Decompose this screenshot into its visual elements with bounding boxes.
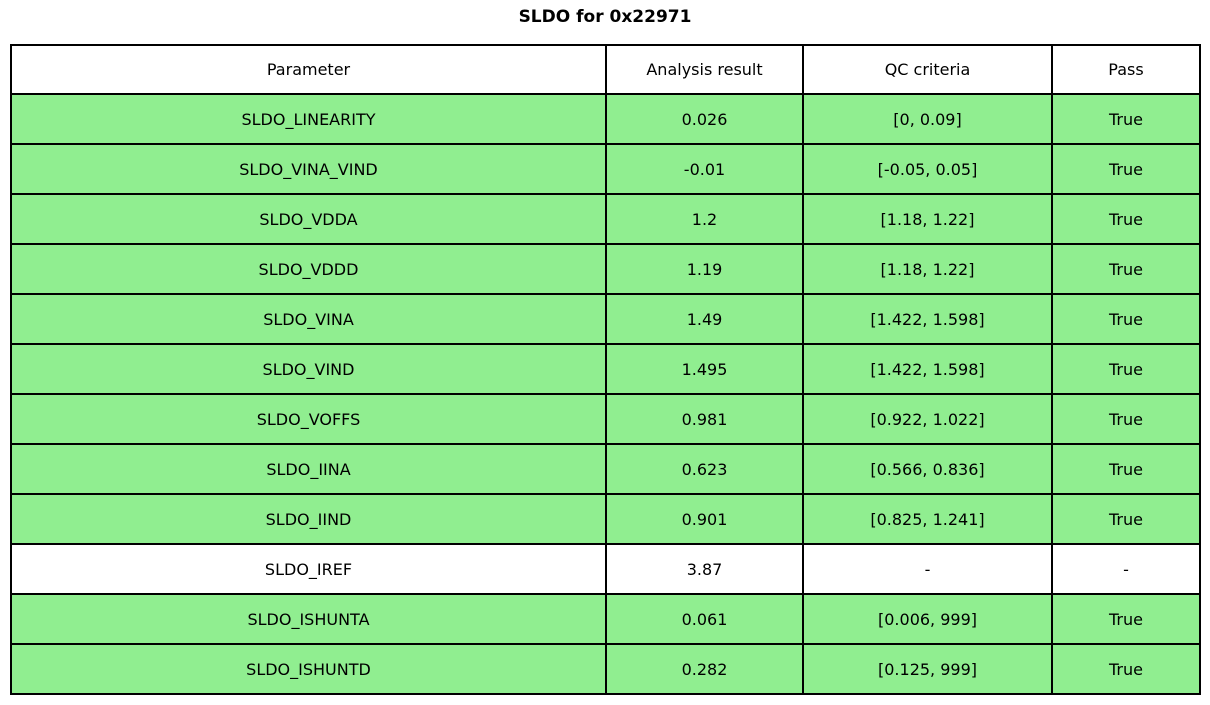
cell-qc-criteria: - [802,543,1053,595]
table-row: SLDO_VIND 1.495 [1.422, 1.598] True [10,343,1201,395]
cell-pass: True [1051,443,1201,495]
table-row: SLDO_IIND 0.901 [0.825, 1.241] True [10,493,1201,545]
col-header-pass: Pass [1051,44,1201,95]
cell-analysis-result: 1.19 [605,243,804,295]
cell-qc-criteria: [1.18, 1.22] [802,193,1053,245]
cell-parameter: SLDO_IINA [10,443,607,495]
cell-analysis-result: 0.026 [605,93,804,145]
cell-pass: True [1051,643,1201,695]
cell-qc-criteria: [1.422, 1.598] [802,343,1053,395]
cell-parameter: SLDO_VINA [10,293,607,345]
cell-qc-criteria: [-0.05, 0.05] [802,143,1053,195]
cell-qc-criteria: [1.422, 1.598] [802,293,1053,345]
cell-analysis-result: 3.87 [605,543,804,595]
table-row: SLDO_VDDD 1.19 [1.18, 1.22] True [10,243,1201,295]
cell-pass: True [1051,143,1201,195]
cell-parameter: SLDO_ISHUNTA [10,593,607,645]
cell-pass: True [1051,293,1201,345]
cell-analysis-result: 0.061 [605,593,804,645]
cell-qc-criteria: [0.566, 0.836] [802,443,1053,495]
cell-qc-criteria: [0, 0.09] [802,93,1053,145]
cell-analysis-result: 1.495 [605,343,804,395]
col-header-analysis-result: Analysis result [605,44,804,95]
cell-parameter: SLDO_LINEARITY [10,93,607,145]
cell-analysis-result: 1.2 [605,193,804,245]
table-body: SLDO_LINEARITY 0.026 [0, 0.09] True SLDO… [10,93,1201,695]
cell-qc-criteria: [1.18, 1.22] [802,243,1053,295]
table-row: SLDO_ISHUNTD 0.282 [0.125, 999] True [10,643,1201,695]
cell-pass: - [1051,543,1201,595]
cell-pass: True [1051,93,1201,145]
cell-pass: True [1051,343,1201,395]
cell-qc-criteria: [0.006, 999] [802,593,1053,645]
cell-qc-criteria: [0.825, 1.241] [802,493,1053,545]
cell-parameter: SLDO_VOFFS [10,393,607,445]
qc-results-table: Parameter Analysis result QC criteria Pa… [10,44,1201,695]
table-row: SLDO_VINA 1.49 [1.422, 1.598] True [10,293,1201,345]
cell-parameter: SLDO_VINA_VIND [10,143,607,195]
cell-parameter: SLDO_IREF [10,543,607,595]
table-row: SLDO_IREF 3.87 - - [10,543,1201,595]
cell-pass: True [1051,393,1201,445]
cell-parameter: SLDO_VDDA [10,193,607,245]
header-row: Parameter Analysis result QC criteria Pa… [10,44,1201,95]
page-title: SLDO for 0x22971 [518,7,692,27]
cell-qc-criteria: [0.922, 1.022] [802,393,1053,445]
table-row: SLDO_VOFFS 0.981 [0.922, 1.022] True [10,393,1201,445]
cell-analysis-result: 0.282 [605,643,804,695]
cell-parameter: SLDO_VDDD [10,243,607,295]
col-header-qc-criteria: QC criteria [802,44,1053,95]
cell-pass: True [1051,243,1201,295]
cell-analysis-result: 0.623 [605,443,804,495]
cell-parameter: SLDO_IIND [10,493,607,545]
col-header-parameter: Parameter [10,44,607,95]
cell-analysis-result: 0.981 [605,393,804,445]
table-row: SLDO_VDDA 1.2 [1.18, 1.22] True [10,193,1201,245]
table-row: SLDO_ISHUNTA 0.061 [0.006, 999] True [10,593,1201,645]
cell-pass: True [1051,193,1201,245]
cell-parameter: SLDO_VIND [10,343,607,395]
cell-pass: True [1051,493,1201,545]
table-row: SLDO_VINA_VIND -0.01 [-0.05, 0.05] True [10,143,1201,195]
cell-analysis-result: 0.901 [605,493,804,545]
table-row: SLDO_LINEARITY 0.026 [0, 0.09] True [10,93,1201,145]
cell-parameter: SLDO_ISHUNTD [10,643,607,695]
cell-analysis-result: -0.01 [605,143,804,195]
cell-analysis-result: 1.49 [605,293,804,345]
cell-pass: True [1051,593,1201,645]
cell-qc-criteria: [0.125, 999] [802,643,1053,695]
table-row: SLDO_IINA 0.623 [0.566, 0.836] True [10,443,1201,495]
